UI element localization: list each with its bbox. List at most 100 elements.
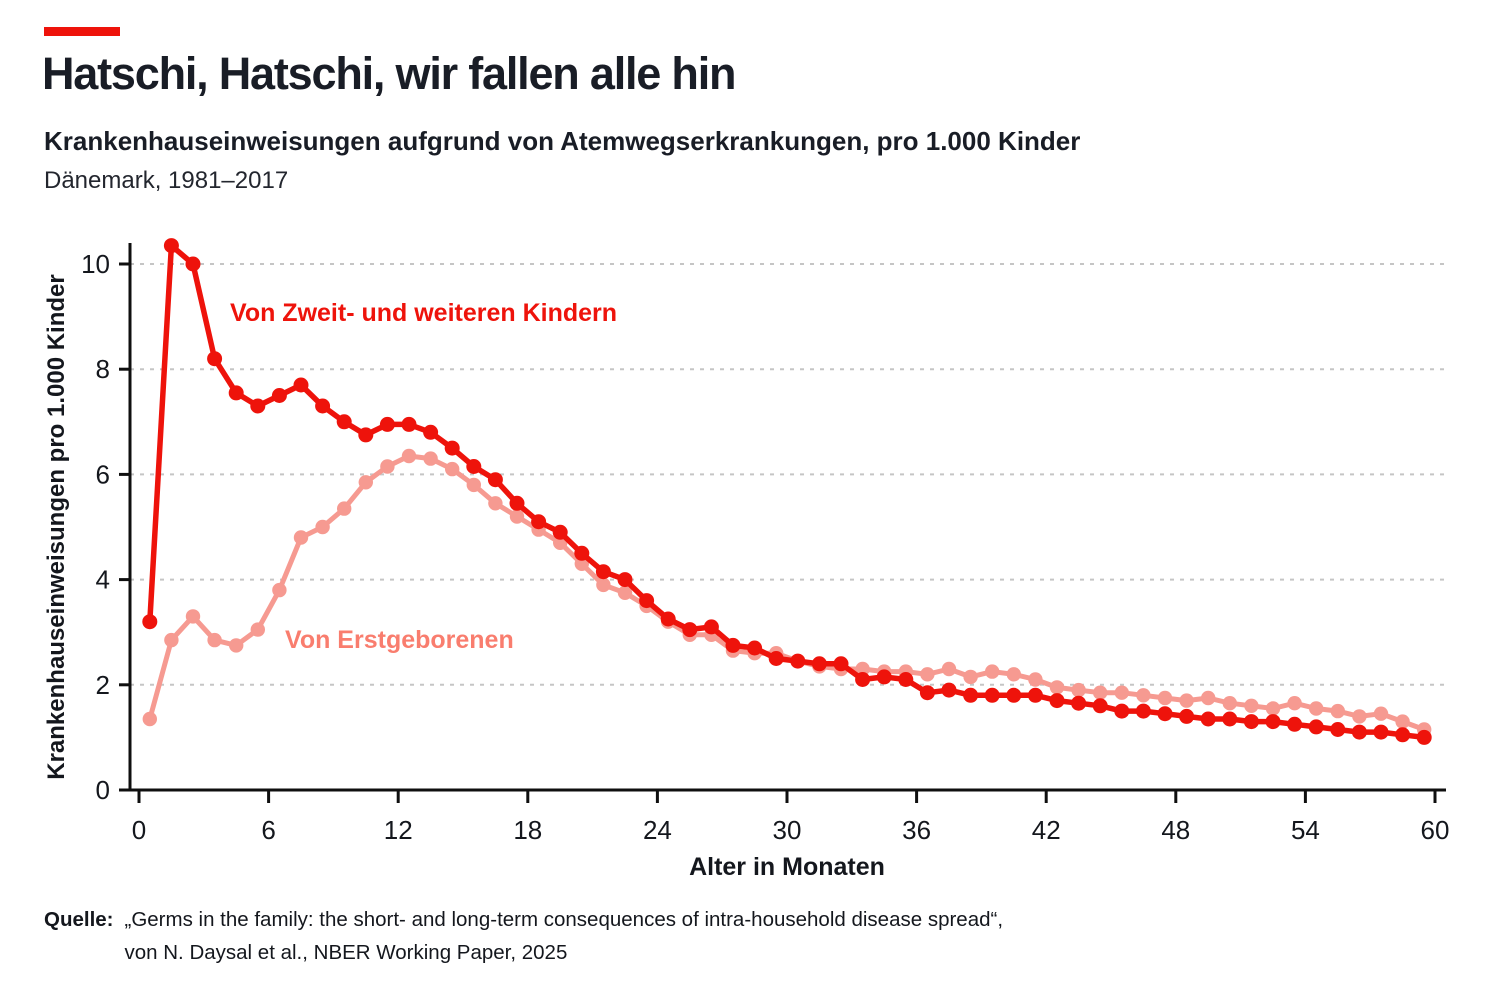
y-tick-label-2: 2 xyxy=(96,670,110,700)
x-tick-label-36: 36 xyxy=(902,815,931,845)
data-point-secondborn-36 xyxy=(919,685,935,701)
data-point-firstborn-4 xyxy=(229,638,244,653)
data-point-secondborn-24 xyxy=(660,611,676,627)
data-point-secondborn-9 xyxy=(336,414,352,430)
y-tick-label-0: 0 xyxy=(96,775,110,805)
data-point-secondborn-19 xyxy=(552,524,568,540)
data-point-secondborn-34 xyxy=(876,669,892,685)
data-point-secondborn-21 xyxy=(595,564,611,580)
data-point-secondborn-38 xyxy=(963,687,979,703)
data-point-firstborn-50 xyxy=(1222,696,1238,711)
y-axis-title: Krankenhauseinweisungen pro 1.000 Kinder xyxy=(43,274,70,780)
data-point-secondborn-27 xyxy=(725,637,741,653)
data-point-firstborn-6 xyxy=(272,582,287,598)
data-point-firstborn-0 xyxy=(142,711,157,727)
data-point-secondborn-39 xyxy=(984,687,1000,703)
data-point-secondborn-56 xyxy=(1351,724,1367,740)
data-point-firstborn-38 xyxy=(963,669,978,685)
data-point-secondborn-57 xyxy=(1373,724,1389,740)
data-point-secondborn-46 xyxy=(1135,703,1151,719)
data-point-secondborn-33 xyxy=(855,672,871,687)
data-point-secondborn-55 xyxy=(1330,722,1346,737)
data-point-secondborn-51 xyxy=(1243,714,1259,730)
data-point-firstborn-22 xyxy=(617,585,633,600)
data-point-secondborn-11 xyxy=(379,416,395,432)
data-point-firstborn-8 xyxy=(315,519,330,535)
data-point-secondborn-13 xyxy=(423,424,439,440)
source-note: Quelle: „Germs in the family: the short-… xyxy=(44,903,1003,969)
data-point-firstborn-36 xyxy=(920,667,935,682)
data-point-secondborn-12 xyxy=(401,416,417,432)
x-tick-label-60: 60 xyxy=(1421,815,1450,845)
data-point-firstborn-16 xyxy=(488,496,503,511)
data-point-firstborn-3 xyxy=(207,632,222,648)
x-tick-label-24: 24 xyxy=(643,815,672,845)
data-point-firstborn-45 xyxy=(1114,685,1130,700)
data-point-secondborn-42 xyxy=(1049,693,1065,709)
data-point-firstborn-2 xyxy=(185,609,201,624)
data-point-secondborn-54 xyxy=(1308,719,1324,735)
y-tick-label-8: 8 xyxy=(96,354,110,384)
source-line-2: von N. Daysal et al., NBER Working Paper… xyxy=(124,941,568,965)
data-point-secondborn-58 xyxy=(1395,727,1411,743)
data-point-secondborn-0 xyxy=(142,614,158,630)
data-point-secondborn-30 xyxy=(790,653,806,669)
data-point-firstborn-5 xyxy=(250,622,265,637)
data-point-secondborn-6 xyxy=(271,388,287,403)
data-point-firstborn-46 xyxy=(1136,688,1151,703)
data-point-firstborn-17 xyxy=(509,509,525,524)
data-point-secondborn-50 xyxy=(1222,711,1238,727)
data-point-firstborn-41 xyxy=(1028,672,1043,687)
x-tick-label-48: 48 xyxy=(1161,815,1190,845)
y-tick-label-4: 4 xyxy=(96,565,110,595)
chart-subtitle: Krankenhauseinweisungen aufgrund von Ate… xyxy=(44,126,1081,156)
data-point-secondborn-16 xyxy=(487,472,503,488)
data-point-secondborn-1 xyxy=(163,238,179,254)
data-point-firstborn-53 xyxy=(1287,696,1302,711)
x-tick-label-54: 54 xyxy=(1291,815,1320,845)
data-point-firstborn-40 xyxy=(1006,667,1021,682)
data-point-firstborn-33 xyxy=(855,661,870,677)
x-tick-label-6: 6 xyxy=(261,815,275,845)
chart-dateline: Dänemark, 1981–2017 xyxy=(44,167,289,194)
data-point-secondborn-4 xyxy=(228,385,244,401)
page-title: Hatschi, Hatschi, wir fallen alle hin xyxy=(42,48,737,99)
data-point-firstborn-12 xyxy=(401,448,417,464)
data-point-secondborn-22 xyxy=(617,572,633,588)
data-point-firstborn-37 xyxy=(941,661,957,677)
data-point-secondborn-3 xyxy=(207,351,223,367)
x-tick-label-0: 0 xyxy=(132,815,146,845)
data-point-secondborn-29 xyxy=(768,651,784,666)
data-point-firstborn-51 xyxy=(1244,698,1259,713)
y-tick-label-10: 10 xyxy=(81,249,110,279)
data-point-secondborn-31 xyxy=(811,656,827,672)
x-tick-label-42: 42 xyxy=(1032,815,1061,845)
x-tick-label-12: 12 xyxy=(384,815,413,845)
data-point-firstborn-13 xyxy=(423,451,438,466)
data-point-secondborn-8 xyxy=(315,398,331,414)
data-point-secondborn-52 xyxy=(1265,714,1281,730)
data-point-firstborn-57 xyxy=(1373,706,1389,721)
data-point-secondborn-28 xyxy=(747,640,763,656)
x-tick-label-18: 18 xyxy=(513,815,542,845)
data-point-firstborn-10 xyxy=(358,475,373,490)
data-point-firstborn-7 xyxy=(293,530,309,545)
x-tick-label-30: 30 xyxy=(773,815,802,845)
data-point-secondborn-20 xyxy=(574,545,590,561)
data-point-firstborn-58 xyxy=(1395,714,1410,729)
data-point-firstborn-20 xyxy=(574,556,589,571)
axes xyxy=(119,243,1446,803)
data-point-firstborn-54 xyxy=(1309,701,1324,716)
data-point-firstborn-11 xyxy=(380,459,395,474)
data-point-secondborn-53 xyxy=(1287,716,1303,732)
series-line-firstborn xyxy=(147,453,1427,732)
data-point-secondborn-7 xyxy=(293,377,309,393)
x-axis-title: Alter in Monaten xyxy=(689,853,885,881)
data-point-secondborn-49 xyxy=(1200,711,1216,727)
data-point-firstborn-56 xyxy=(1352,709,1367,724)
data-point-firstborn-55 xyxy=(1330,703,1346,719)
data-point-secondborn-47 xyxy=(1157,706,1173,722)
data-point-secondborn-18 xyxy=(531,514,547,530)
